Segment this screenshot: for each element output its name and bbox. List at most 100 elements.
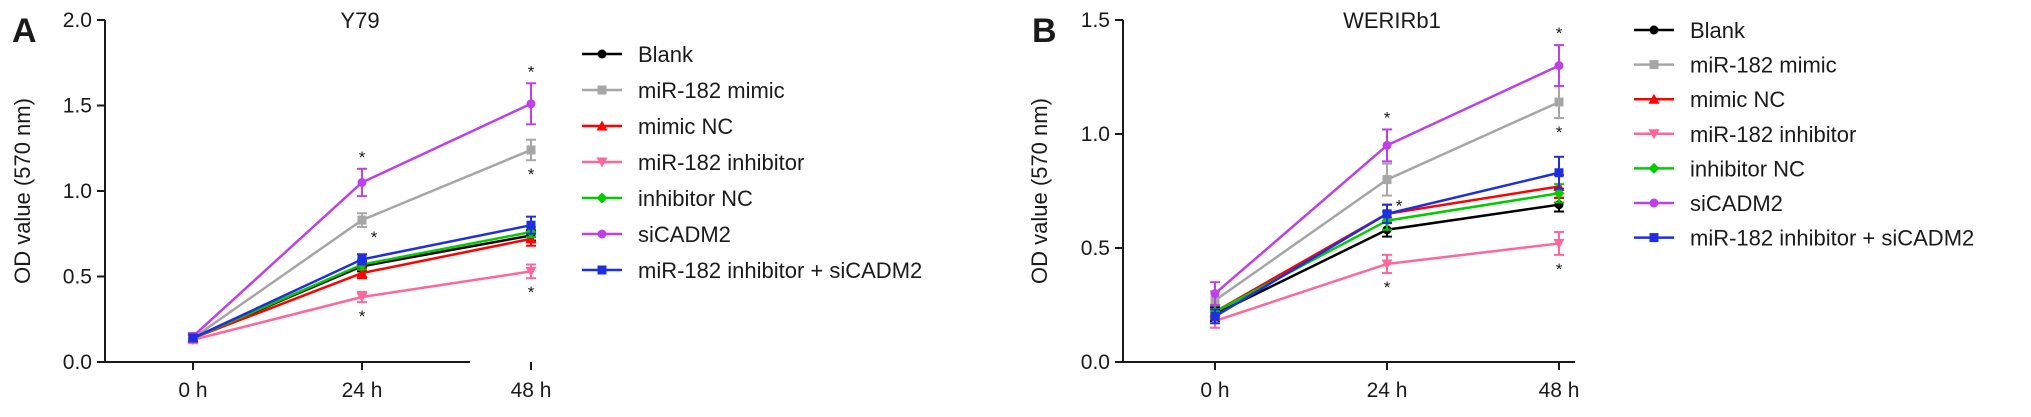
legend-label: Blank <box>1690 18 1746 43</box>
legend-marker <box>597 229 607 239</box>
data-point <box>356 267 368 278</box>
legend-marker <box>596 157 608 168</box>
data-point <box>1554 168 1564 178</box>
y-tick-label: 0.5 <box>1081 237 1110 260</box>
legend-label: siCADM2 <box>1690 191 1783 216</box>
x-tick-label: 24 h <box>1367 379 1408 402</box>
significance-star: * <box>1556 260 1563 279</box>
legend-marker <box>1648 129 1660 140</box>
legend-label: inhibitor NC <box>1690 156 1805 181</box>
y-tick-label: 1.0 <box>1081 123 1110 146</box>
legend-item-sicadm2: siCADM2 <box>1634 191 1783 216</box>
x-tick-label: 0 h <box>1200 379 1229 402</box>
x-tick-label: 48 h <box>511 379 552 402</box>
significance-star: * <box>528 165 535 184</box>
significance-star: * <box>371 228 378 247</box>
legend-marker <box>1649 198 1659 208</box>
legend-label: miR-182 inhibitor + siCADM2 <box>638 258 922 283</box>
legend-label: miR-182 inhibitor <box>638 150 804 175</box>
legend-item-mimic-nc: mimic NC <box>582 114 733 139</box>
y-axis-label: OD value (570 nm) <box>1027 98 1052 284</box>
legend-marker <box>597 49 607 59</box>
data-point <box>1382 209 1392 219</box>
data-point <box>357 215 367 225</box>
significance-star: * <box>359 148 366 167</box>
data-point <box>357 254 367 264</box>
chart-title: Y79 <box>340 8 379 33</box>
chart-title: WERIRb1 <box>1343 8 1441 33</box>
legend-marker <box>596 192 608 204</box>
y-axis-label: OD value (570 nm) <box>10 98 35 284</box>
x-tick-label: 0 h <box>178 379 207 402</box>
legend-item-mir-182-inhibitor: miR-182 inhibitor <box>1634 122 1856 147</box>
legend-item-mir-182-mimic: miR-182 mimic <box>582 78 785 103</box>
legend-marker <box>1648 162 1660 174</box>
data-point <box>1553 187 1565 199</box>
legend-label: mimic NC <box>638 114 733 139</box>
legend-label: mimic NC <box>1690 87 1785 112</box>
panel-letter: A <box>12 12 37 50</box>
data-point <box>525 266 537 277</box>
significance-star: * <box>1556 123 1563 142</box>
series-line <box>192 270 532 341</box>
series-mimic-nc <box>1209 174 1565 320</box>
legend-item-blank: Blank <box>582 42 694 67</box>
series-mir-182-inhibitor-sicadm2 <box>188 215 536 343</box>
legend-item-inhibitor-nc: inhibitor NC <box>582 186 753 211</box>
legend-label: inhibitor NC <box>638 186 753 211</box>
data-point <box>1210 311 1220 321</box>
legend-label: miR-182 mimic <box>1690 53 1837 78</box>
y-tick-label: 0.0 <box>63 351 92 374</box>
legend-item-mir-182-inhibitor-sicadm2: miR-182 inhibitor + siCADM2 <box>582 258 922 283</box>
panel-b: B WERIRb1 0.0 0.5 1.0 1.5 0 h 24 h 48 h OD value … <box>1027 8 1974 402</box>
y-tick-label: 0.5 <box>63 266 92 289</box>
legend-label: Blank <box>638 42 694 67</box>
legend-marker <box>1649 25 1659 35</box>
legend-item-mir-182-inhibitor: miR-182 inhibitor <box>582 150 804 175</box>
data-point <box>526 145 536 155</box>
data-point <box>1381 259 1393 270</box>
legend-marker <box>1648 93 1660 104</box>
legend-item-mimic-nc: mimic NC <box>1634 87 1785 112</box>
legend-marker <box>1649 60 1659 70</box>
y-tick-label: 1.5 <box>1081 9 1110 32</box>
x-tick-label: 48 h <box>1539 379 1580 402</box>
data-point <box>188 333 198 343</box>
series-mir-182-inhibitor-sicadm2 <box>1210 155 1564 325</box>
significance-star: * <box>528 283 535 302</box>
data-point <box>1554 97 1564 107</box>
data-point <box>525 233 537 244</box>
legend-item-mir-182-mimic: miR-182 mimic <box>1634 53 1837 78</box>
series-sicadm2 <box>1210 44 1564 306</box>
data-point <box>1554 61 1564 71</box>
data-point <box>526 220 536 230</box>
significance-star: * <box>359 307 366 326</box>
legend-label: siCADM2 <box>638 222 731 247</box>
data-point <box>356 292 368 303</box>
data-point <box>357 177 367 187</box>
significance-star: * <box>1556 24 1563 43</box>
data-point <box>1382 175 1392 185</box>
panel-a: A Y79 0.0 0.5 1.0 1.5 2.0 0 h 24 h 48 h OD value (… <box>10 8 922 402</box>
panel-letter: B <box>1032 12 1057 50</box>
legend-label: miR-182 inhibitor <box>1690 122 1856 147</box>
y-tick-label: 2.0 <box>63 9 92 32</box>
data-point <box>526 99 536 109</box>
legend-item-sicadm2: siCADM2 <box>582 222 731 247</box>
legend-marker <box>597 265 607 275</box>
legend-label: miR-182 mimic <box>638 78 785 103</box>
significance-star: * <box>1384 278 1391 297</box>
legend-marker <box>596 120 608 131</box>
x-tick-label: 24 h <box>342 379 383 402</box>
significance-star: * <box>1396 197 1403 216</box>
legend-marker <box>1649 233 1659 243</box>
legend-item-mir-182-inhibitor-sicadm2: miR-182 inhibitor + siCADM2 <box>1634 226 1974 251</box>
data-point <box>1382 140 1392 150</box>
significance-star: * <box>528 62 535 81</box>
data-point <box>1210 289 1220 299</box>
legend-label: miR-182 inhibitor + siCADM2 <box>1690 226 1974 251</box>
significance-star: * <box>1384 108 1391 127</box>
y-tick-label: 0.0 <box>1081 351 1110 374</box>
legend-item-inhibitor-nc: inhibitor NC <box>1634 156 1805 181</box>
